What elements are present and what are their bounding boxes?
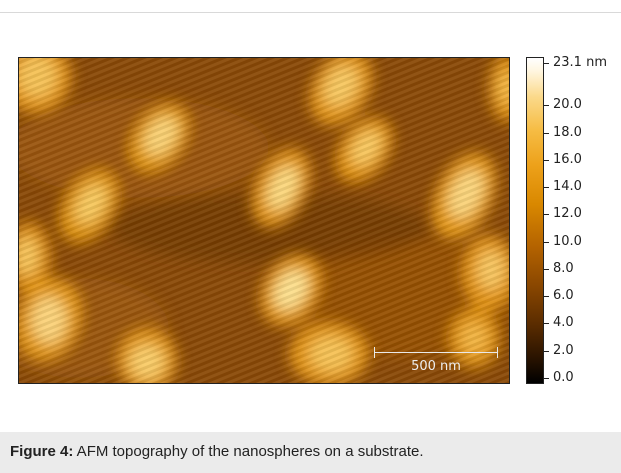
scale-bar-cap-left: [374, 347, 375, 358]
caption-label: Figure 4:: [10, 443, 74, 460]
scale-bar-label: 500 nm: [411, 359, 461, 374]
colorbar-max-tick: [544, 63, 549, 64]
colorbar-tick-label: 4.0: [553, 315, 574, 330]
colorbar-tick-label: 16.0: [553, 152, 582, 167]
colorbar-tick-label: 8.0: [553, 261, 574, 276]
afm-topography-image: [18, 57, 510, 384]
scale-bar-line: [374, 352, 498, 353]
figure-caption: Figure 4: AFM topography of the nanosphe…: [0, 432, 621, 473]
scan-lines: [19, 58, 509, 383]
colorbar-tick: [544, 242, 549, 243]
colorbar-tick-label: 10.0: [553, 234, 582, 249]
colorbar-tick-label: 0.0: [553, 370, 574, 385]
colorbar-tick-label: 2.0: [553, 343, 574, 358]
colorbar-tick: [544, 187, 549, 188]
colorbar-tick: [544, 378, 549, 379]
colorbar-max-label: 23.1 nm: [553, 55, 607, 70]
colorbar-tick: [544, 351, 549, 352]
colorbar-tick: [544, 214, 549, 215]
caption-text: AFM topography of the nanospheres on a s…: [73, 443, 424, 460]
afm-topography-svg: [19, 58, 509, 383]
colorbar-tick-label: 20.0: [553, 97, 582, 112]
colorbar-tick: [544, 296, 549, 297]
top-divider: [0, 12, 621, 13]
colorbar-tick: [544, 160, 549, 161]
colorbar-tick-label: 14.0: [553, 179, 582, 194]
colorbar-tick-label: 18.0: [553, 125, 582, 140]
colorbar-tick-label: 12.0: [553, 206, 582, 221]
colorbar-tick: [544, 133, 549, 134]
colorbar-tick: [544, 105, 549, 106]
colorbar-tick: [544, 323, 549, 324]
height-colorbar: [526, 57, 544, 384]
scale-bar-cap-right: [497, 347, 498, 358]
colorbar-tick: [544, 269, 549, 270]
colorbar-tick-label: 6.0: [553, 288, 574, 303]
